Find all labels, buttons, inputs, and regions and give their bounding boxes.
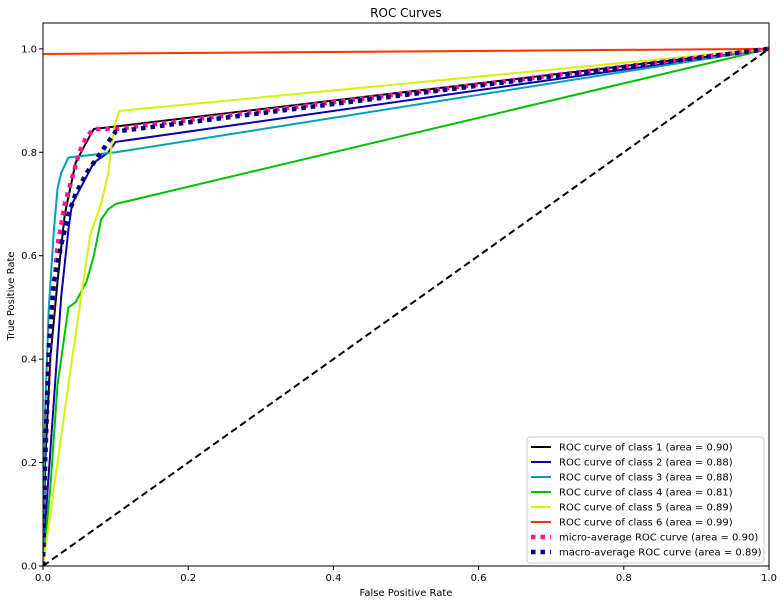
- x-axis-label: False Positive Rate: [360, 588, 453, 599]
- axes-frame: [42, 22, 770, 567]
- x-tick-label: 0.8: [616, 573, 632, 584]
- legend-entry-label: ROC curve of class 1 (area = 0.90): [559, 443, 733, 454]
- x-tick-label: 0.0: [35, 573, 51, 584]
- legend-entry-label: ROC curve of class 5 (area = 0.89): [559, 503, 733, 514]
- y-tick-label: 0.0: [21, 562, 37, 573]
- y-axis-label: True Positive Rate: [6, 251, 17, 341]
- series-line-5: [43, 47, 769, 566]
- legend-entry-label: ROC curve of class 2 (area = 0.88): [559, 458, 733, 469]
- legend-entry-label: micro-average ROC curve (area = 0.90): [559, 533, 758, 544]
- series-line-8: [43, 46, 769, 566]
- y-tick-label: 0.2: [21, 458, 37, 469]
- series-line-6: [43, 47, 769, 56]
- chance-diagonal-line: [43, 48, 769, 566]
- legend-box: [526, 436, 765, 564]
- y-tick-label: 1.0: [21, 44, 37, 55]
- legend-entry-label: ROC curve of class 6 (area = 0.99): [559, 518, 733, 529]
- y-tick-label: 0.4: [21, 355, 37, 366]
- chart-title: ROC Curves: [370, 6, 442, 20]
- x-tick-label: 0.2: [180, 573, 196, 584]
- y-tick-label: 0.8: [21, 148, 37, 159]
- legend: ROC curve of class 1 (area = 0.90) ROC cu…: [526, 436, 765, 564]
- y-axis: 0.0 0.2 0.4 0.6 0.8 1.0: [21, 44, 43, 573]
- legend-entry-label: ROC curve of class 4 (area = 0.81): [559, 488, 733, 499]
- series-line-7: [43, 46, 769, 566]
- series-layer: [43, 46, 769, 566]
- x-axis: 0.0 0.2 0.4 0.6 0.8 1.0: [35, 566, 777, 584]
- x-tick-label: 0.6: [471, 573, 487, 584]
- series-line-4: [43, 47, 769, 566]
- legend-entry-label: ROC curve of class 3 (area = 0.88): [559, 473, 733, 484]
- x-tick-label: 1.0: [761, 573, 777, 584]
- y-tick-label: 0.6: [21, 251, 37, 262]
- legend-entry-label: macro-average ROC curve (area = 0.89): [559, 548, 762, 559]
- x-tick-label: 0.4: [325, 573, 341, 584]
